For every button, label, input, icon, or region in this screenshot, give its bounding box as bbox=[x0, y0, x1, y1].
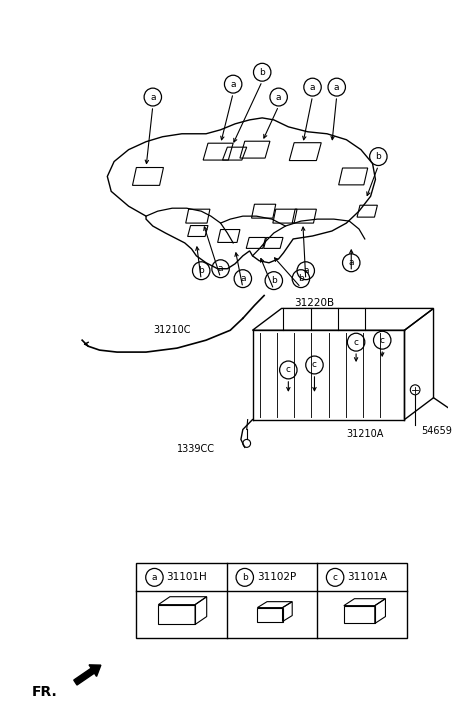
FancyArrow shape bbox=[73, 665, 101, 685]
Text: c: c bbox=[353, 337, 358, 347]
Text: FR.: FR. bbox=[32, 686, 57, 699]
Text: b: b bbox=[241, 573, 247, 582]
Text: 31101A: 31101A bbox=[346, 572, 386, 582]
Text: c: c bbox=[379, 336, 384, 345]
Text: b: b bbox=[198, 266, 204, 276]
Text: a: a bbox=[302, 266, 308, 276]
Text: a: a bbox=[218, 264, 223, 273]
Text: 31220B: 31220B bbox=[294, 298, 334, 308]
Text: c: c bbox=[332, 573, 337, 582]
Text: 54659: 54659 bbox=[420, 427, 451, 436]
Text: b: b bbox=[270, 276, 276, 285]
Text: a: a bbox=[150, 92, 155, 102]
Text: 31210C: 31210C bbox=[153, 325, 190, 335]
Text: c: c bbox=[285, 366, 290, 374]
Text: b: b bbox=[259, 68, 264, 77]
Text: a: a bbox=[151, 573, 157, 582]
Text: 31101H: 31101H bbox=[166, 572, 206, 582]
Text: a: a bbox=[275, 92, 281, 102]
Text: a: a bbox=[230, 80, 235, 89]
Text: a: a bbox=[333, 83, 339, 92]
Text: c: c bbox=[311, 361, 316, 369]
Text: a: a bbox=[348, 258, 353, 268]
Text: 1339CC: 1339CC bbox=[177, 444, 214, 454]
Text: a: a bbox=[309, 83, 314, 92]
Text: 31102P: 31102P bbox=[257, 572, 296, 582]
Text: b: b bbox=[375, 152, 381, 161]
Text: 31210A: 31210A bbox=[346, 430, 383, 440]
Bar bbox=[136, 563, 407, 638]
Text: a: a bbox=[240, 274, 245, 283]
Text: b: b bbox=[297, 274, 303, 283]
